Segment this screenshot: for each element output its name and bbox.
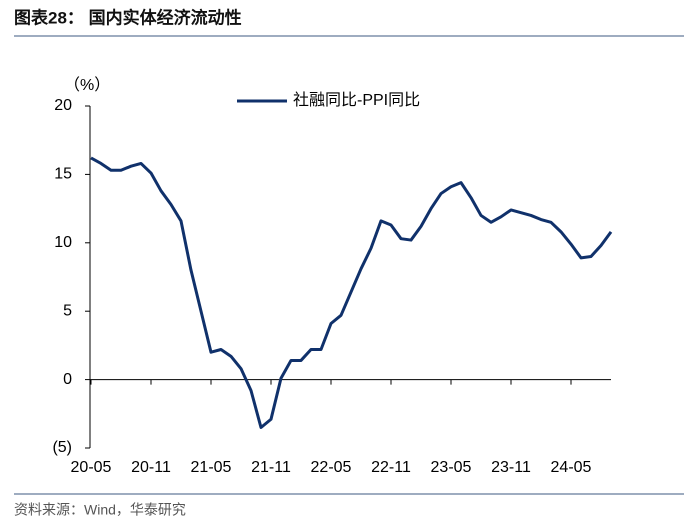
x-tick-label: 20-11 [131, 459, 171, 476]
y-tick-label: 0 [63, 371, 72, 388]
y-tick-label: 20 [54, 97, 72, 114]
x-tick-label: 24-05 [551, 459, 592, 476]
y-axis-unit: （%） [64, 76, 110, 94]
x-tick-label: 22-05 [311, 459, 352, 476]
x-tick-label: 20-05 [71, 459, 112, 476]
x-tick-label: 22-11 [371, 459, 411, 476]
y-tick-label: 15 [54, 166, 72, 183]
chart-title: 图表28： 国内实体经济流动性 [14, 7, 242, 27]
x-tick-label: 21-11 [251, 459, 291, 476]
y-tick-label: 5 [63, 302, 72, 319]
data-line [90, 156, 613, 429]
y-tick-label: 10 [54, 234, 72, 251]
source-note: 资料来源：Wind，华泰研究 [14, 502, 186, 518]
x-tick-label: 21-05 [191, 459, 232, 476]
legend-label: 社融同比-PPI同比 [293, 91, 420, 109]
y-tick-label: (5) [52, 439, 72, 456]
x-tick-label: 23-11 [491, 459, 531, 476]
x-tick-label: 23-05 [431, 459, 472, 476]
